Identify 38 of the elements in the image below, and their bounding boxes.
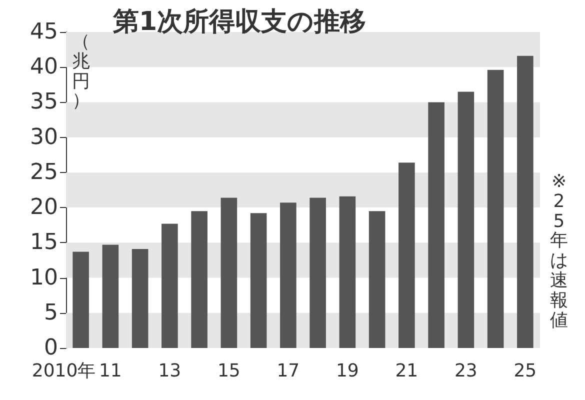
y-tick-label: 25 (30, 160, 58, 185)
bar (191, 211, 208, 348)
bar (72, 252, 89, 348)
bar (339, 196, 356, 348)
text: ※25年は速報値 (549, 171, 569, 331)
y-axis-title: （兆円） (71, 31, 91, 112)
x-tick-label: 11 (98, 360, 122, 382)
x-tick-label: 21 (395, 360, 418, 382)
bar (280, 202, 296, 348)
y-tick-label: 20 (30, 195, 58, 220)
bar (428, 102, 444, 348)
bar (250, 213, 267, 348)
bar (398, 162, 415, 348)
x-tick-label: 25 (514, 360, 537, 382)
bar (132, 248, 148, 348)
bar (310, 198, 326, 348)
x-tick-label: 23 (454, 360, 478, 382)
y-tick-label: 0 (44, 336, 58, 360)
bar (458, 92, 474, 348)
x-tick-label: 17 (276, 360, 300, 382)
y-tick-label: 15 (30, 230, 58, 256)
bar (220, 198, 238, 348)
y-tick-label: 10 (30, 265, 58, 290)
bar (517, 56, 534, 348)
x-tick-label: 15 (217, 360, 240, 382)
y-tick-label: 5 (44, 300, 58, 326)
x-tick-label: 2010年 (32, 360, 96, 382)
x-tick-label: 13 (158, 360, 182, 382)
bar (487, 70, 504, 348)
y-tick-label: 45 (30, 20, 58, 44)
y-tick-label: 35 (30, 90, 58, 115)
chart-title: 第1次所得収支の推移 (112, 7, 366, 37)
bar (162, 224, 178, 348)
bar (102, 244, 119, 348)
y-tick-label: 40 (30, 54, 58, 80)
y-tick-label: 30 (30, 124, 58, 150)
bar (368, 211, 386, 348)
x-tick-label: 19 (336, 360, 359, 382)
